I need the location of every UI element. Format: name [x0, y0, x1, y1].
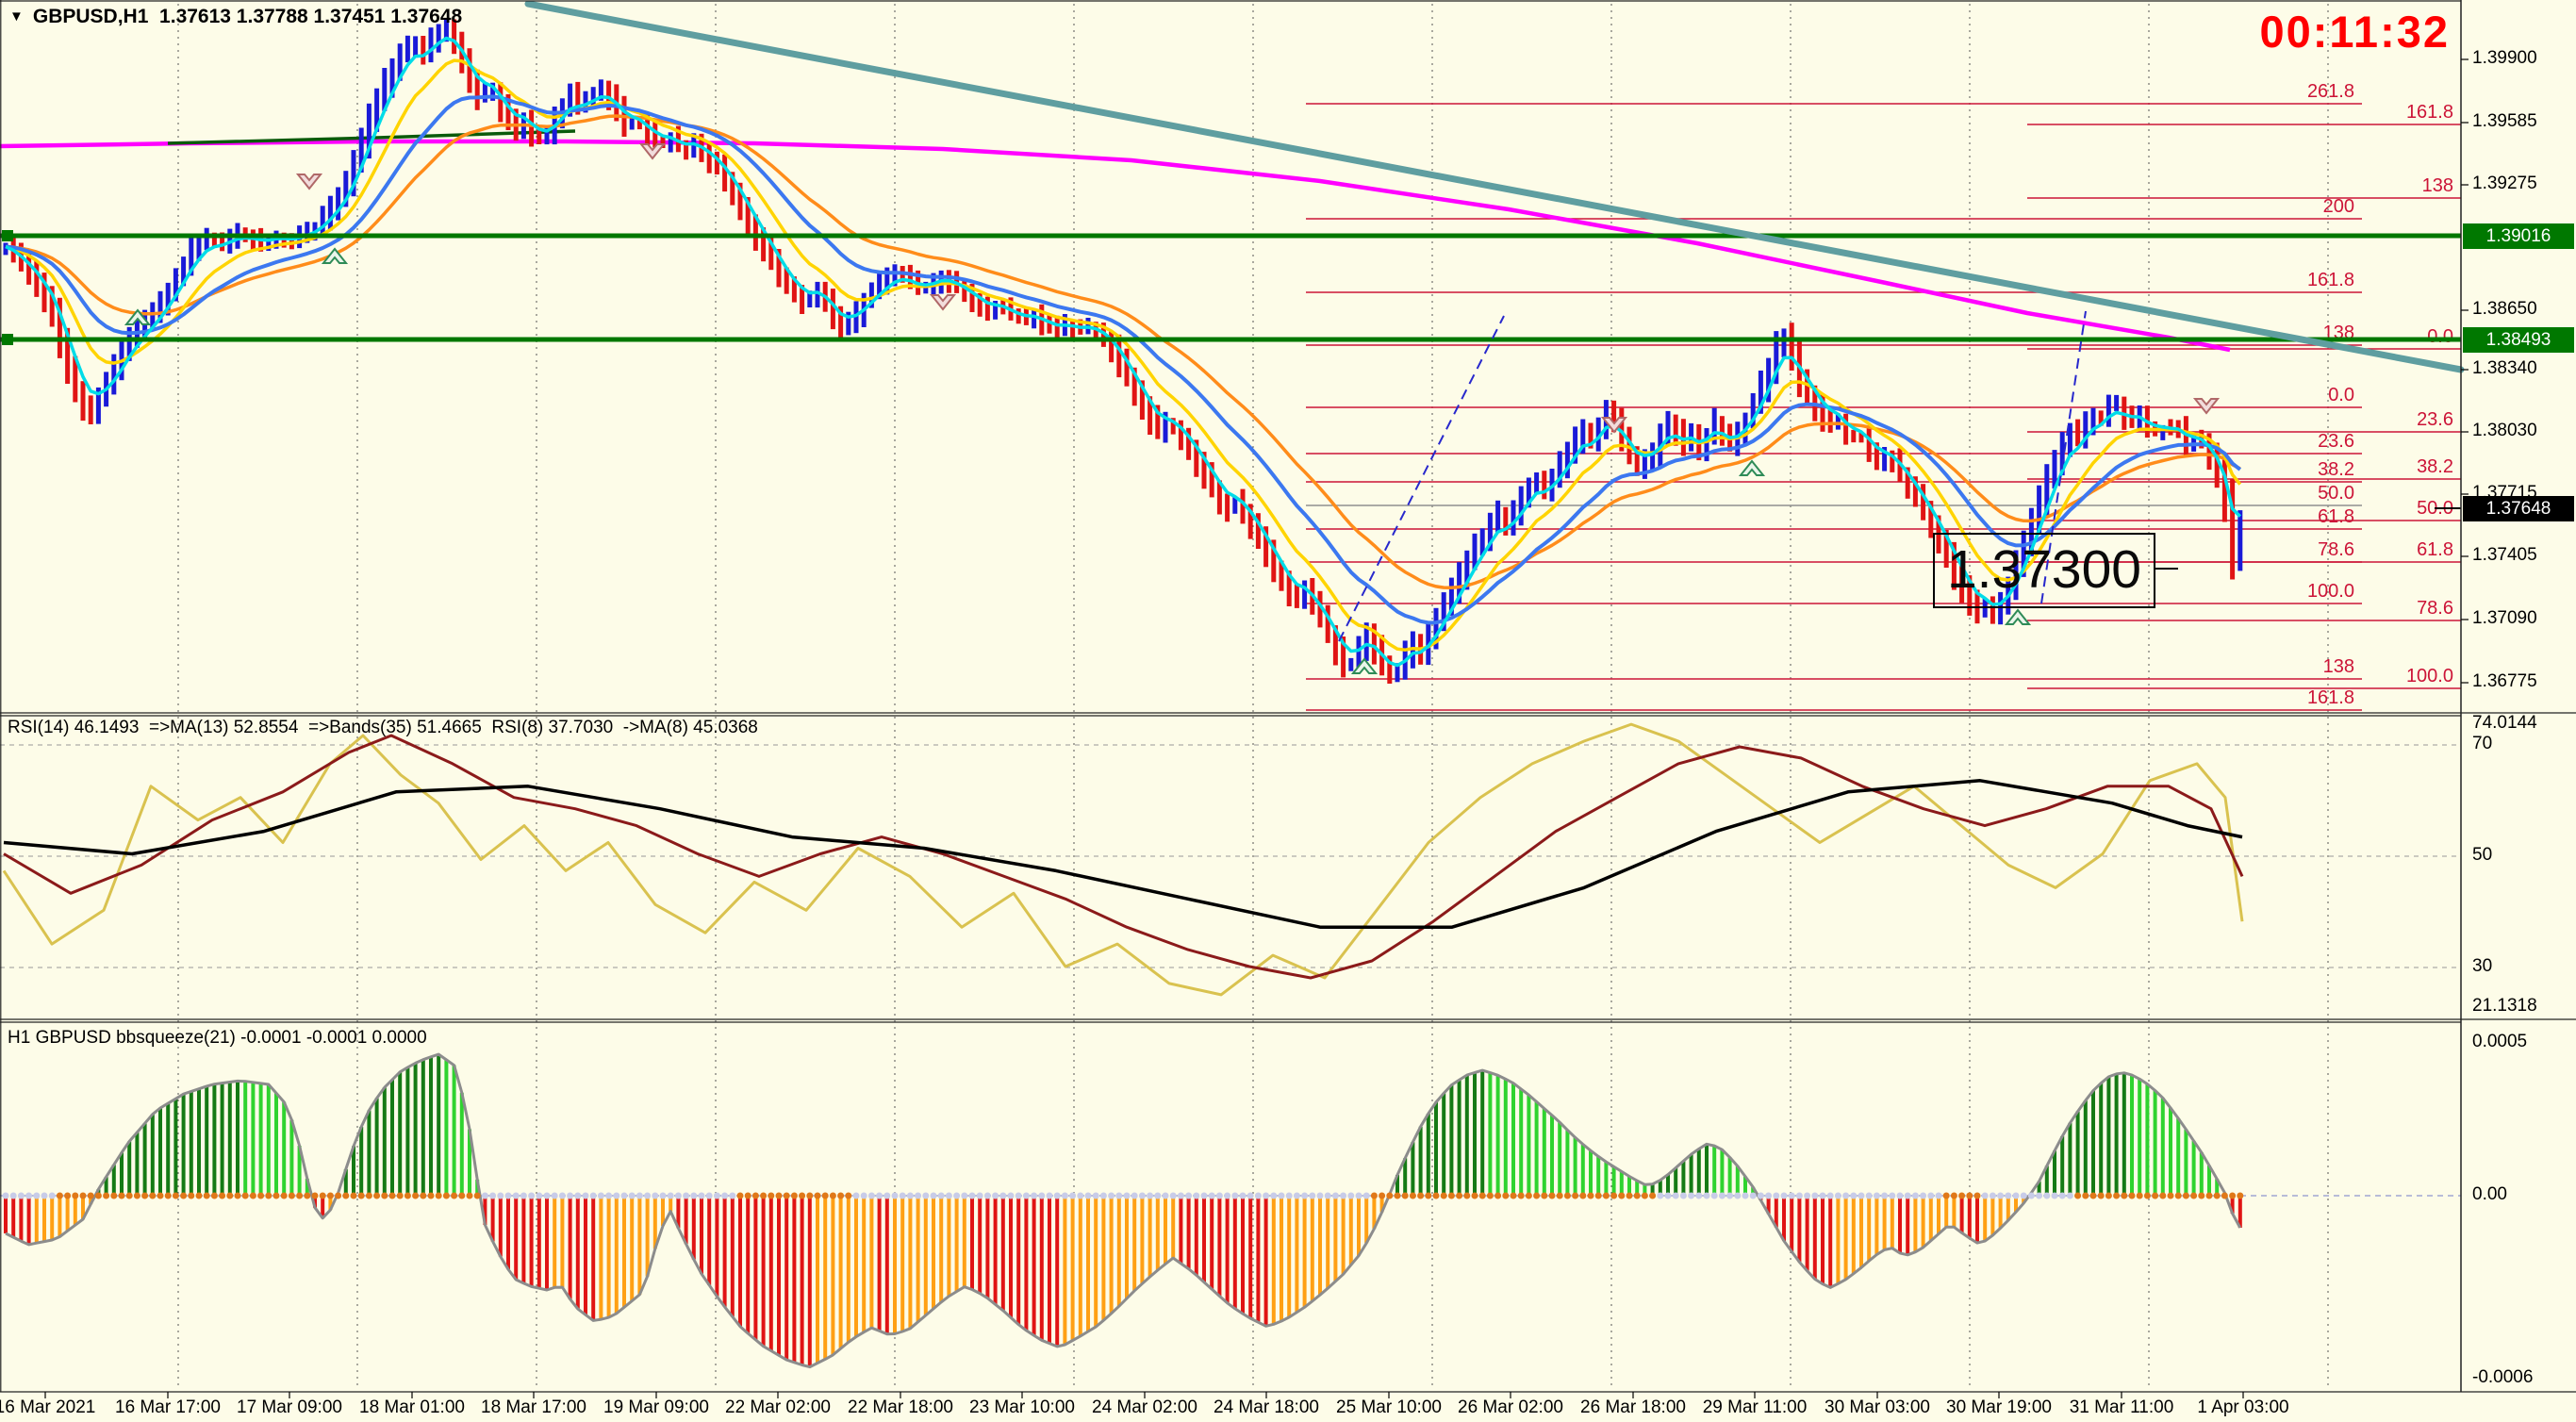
fib-inner-label: 161.8 [2307, 687, 2354, 708]
sell-arrow-icon [1600, 417, 1628, 434]
buy-arrow-icon [1738, 459, 1766, 476]
buy-arrow-icon [124, 308, 152, 325]
bbsqueeze-indicator-label: H1 GBPUSD bbsqueeze(21) -0.0001 -0.0001 … [8, 1028, 427, 1048]
squeeze-dots [2, 1192, 2244, 1199]
time-axis-label[interactable]: 18 Mar 17:00 [481, 1397, 586, 1417]
fib-inner-label: 50.0 [2318, 483, 2354, 504]
price-axis-label: 1.39585 [2472, 111, 2537, 131]
buy-arrow-icon [1350, 657, 1379, 674]
sell-arrow-icon [929, 294, 957, 311]
fib-inner-label: 138 [2323, 656, 2354, 677]
fib-right-label: 38.2 [2417, 456, 2453, 477]
hline-handle[interactable] [2, 230, 13, 241]
fib-inner-label: 38.2 [2318, 459, 2354, 480]
time-axis-label[interactable]: 23 Mar 10:00 [969, 1397, 1075, 1417]
time-axis-label[interactable]: 17 Mar 09:00 [237, 1397, 342, 1417]
squeeze-envelope-line [5, 1052, 2242, 1369]
chart-header: ▼ GBPUSD,H1 1.37613 1.37788 1.37451 1.376… [9, 6, 462, 28]
price-axis-label: 1.38650 [2472, 299, 2537, 319]
fib-inner-label: 261.8 [2307, 81, 2354, 102]
rsi-indicator-label: RSI(14) 46.1493 =>MA(13) 52.8554 =>Bands… [8, 718, 758, 737]
time-axis-label[interactable]: 16 Mar 2021 [0, 1397, 96, 1417]
time-axis-label[interactable]: 19 Mar 09:00 [603, 1397, 709, 1417]
fib-inner-label: 61.8 [2318, 506, 2354, 527]
rsi-yellow-line [2, 722, 2244, 997]
rsi-axis-label: 21.1318 [2472, 996, 2537, 1016]
rsi-darkred-line [3, 734, 2244, 980]
fib-inner-label: 0.0 [2328, 385, 2354, 405]
trendline-dashed-blue[interactable] [1338, 315, 1505, 642]
rsi-axis-label: 30 [2472, 956, 2493, 976]
hline-handle[interactable] [2, 334, 13, 345]
fib-right-label: 161.8 [2406, 102, 2453, 123]
ma-orange-line [5, 114, 2241, 589]
time-axis-label[interactable]: 16 Mar 17:00 [115, 1397, 221, 1417]
price-alert-label: 1.37300 [1933, 533, 2155, 608]
price-highlight-box: 1.37648 [2463, 495, 2574, 521]
fib-inner-label: 100.0 [2307, 581, 2354, 602]
candle-countdown-timer: 00:11:32 [2259, 7, 2450, 57]
price-axis-label: 1.37405 [2472, 545, 2537, 565]
time-axis-label[interactable]: 31 Mar 11:00 [2069, 1397, 2174, 1417]
time-axis-label[interactable]: 30 Mar 03:00 [1825, 1397, 1930, 1417]
ohlc-values: 1.37613 1.37788 1.37451 1.37648 [148, 6, 463, 27]
time-axis-label[interactable]: 24 Mar 02:00 [1092, 1397, 1197, 1417]
time-axis-label[interactable]: 22 Mar 18:00 [848, 1397, 953, 1417]
squeeze-axis-label: 0.0005 [2472, 1032, 2528, 1051]
price-axis-label: 1.37090 [2472, 608, 2537, 628]
fib-right-label: 23.6 [2417, 409, 2453, 430]
price-axis-label: 1.39900 [2472, 48, 2537, 68]
price-axis-label: 1.38030 [2472, 421, 2537, 440]
time-axis-label[interactable]: 22 Mar 02:00 [725, 1397, 831, 1417]
sell-arrow-icon [2192, 398, 2221, 415]
trendline-teal[interactable] [524, 0, 2465, 373]
price-axis-label: 1.36775 [2472, 671, 2537, 691]
rsi-black-line [3, 779, 2243, 929]
time-axis-label[interactable]: 25 Mar 10:00 [1336, 1397, 1442, 1417]
price-highlight-box: 1.39016 [2463, 223, 2574, 249]
rsi-axis-label: 70 [2472, 734, 2493, 753]
time-axis-label[interactable]: 29 Mar 11:00 [1702, 1397, 1808, 1417]
trendline-dashed-blue[interactable] [2040, 310, 2087, 604]
ma-magenta-line [0, 139, 2231, 353]
price-axis-label: 1.39275 [2472, 174, 2537, 193]
fib-inner-label: 200 [2323, 196, 2354, 217]
squeeze-histogram [4, 1054, 2242, 1367]
price-highlight-box: 1.38493 [2463, 326, 2574, 353]
time-axis-label[interactable]: 18 Mar 01:00 [359, 1397, 465, 1417]
buy-arrow-icon [2004, 608, 2032, 625]
fib-right-label: 61.8 [2417, 539, 2453, 560]
fib-right-label: 138 [2422, 175, 2453, 196]
time-axis-label[interactable]: 26 Mar 18:00 [1580, 1397, 1686, 1417]
fib-inner-label: 161.8 [2307, 270, 2354, 290]
time-axis-label[interactable]: 1 Apr 03:00 [2197, 1397, 2289, 1417]
price-axis-label: 1.38340 [2472, 358, 2537, 378]
rsi-axis-label: 50 [2472, 845, 2493, 865]
ma-blue-line [5, 94, 2242, 625]
sell-arrow-icon [295, 174, 323, 190]
sell-arrow-icon [638, 143, 667, 160]
buy-arrow-icon [321, 247, 349, 264]
fib-inner-label: 78.6 [2318, 539, 2354, 560]
symbol-dropdown-icon[interactable]: ▼ [9, 8, 24, 25]
rsi-axis-label: 74.0144 [2472, 713, 2537, 733]
ma-cyan-line [5, 36, 2242, 668]
fib-inner-label: 23.6 [2318, 431, 2354, 452]
time-axis-label[interactable]: 30 Mar 19:00 [1946, 1397, 2052, 1417]
ma-darkgreen-line [167, 129, 576, 145]
symbol-title: GBPUSD,H1 [32, 6, 149, 27]
squeeze-axis-label: 0.00 [2472, 1184, 2507, 1204]
fib-right-label: 0.0 [2427, 326, 2453, 347]
fib-right-label: 100.0 [2406, 666, 2453, 686]
time-axis-label[interactable]: 26 Mar 02:00 [1458, 1397, 1563, 1417]
fib-right-label: 78.6 [2417, 598, 2453, 619]
time-axis-label[interactable]: 24 Mar 18:00 [1214, 1397, 1319, 1417]
squeeze-axis-label: -0.0006 [2472, 1367, 2534, 1387]
